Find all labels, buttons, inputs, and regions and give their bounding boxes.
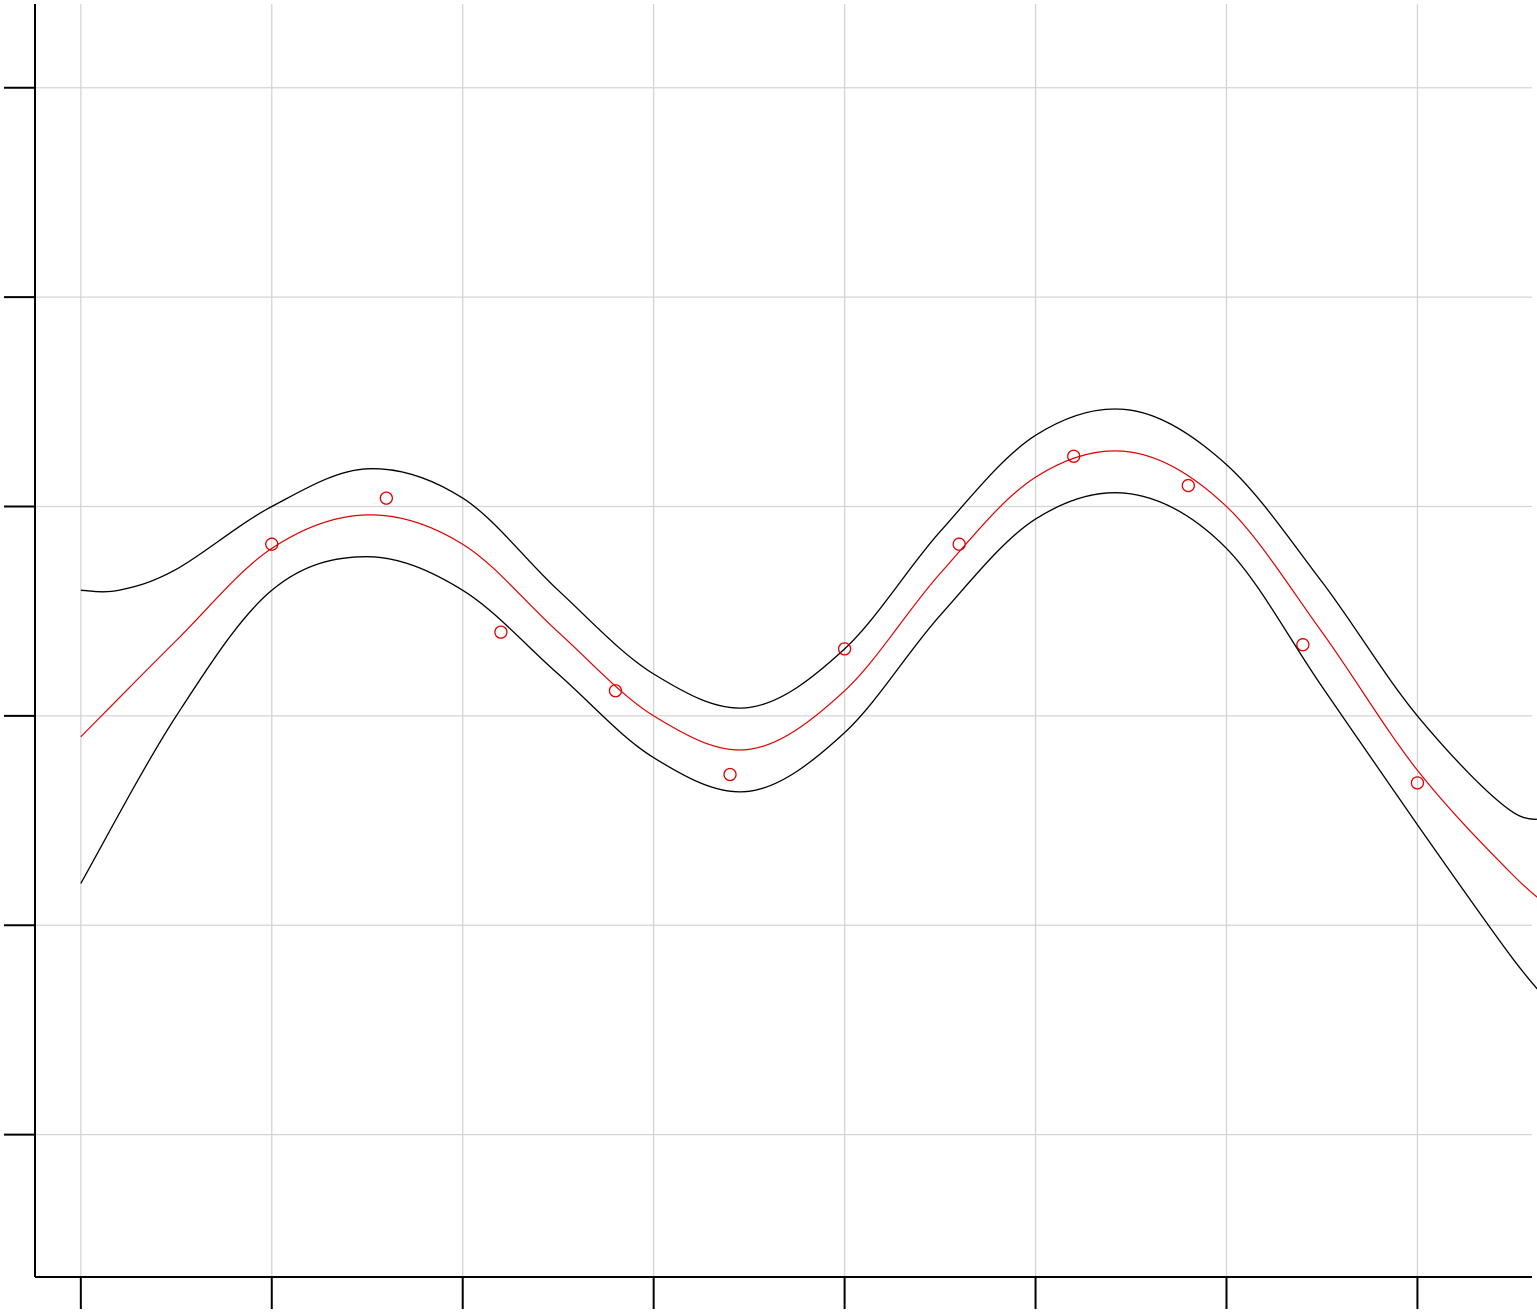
upper-band-line: [80, 408, 1537, 820]
grid: [35, 4, 1532, 1277]
data-point-8: [1181, 478, 1195, 493]
data-point-3: [608, 684, 623, 698]
data-point-0: [265, 537, 279, 551]
axes: [4, 4, 1532, 1309]
data-point-4: [723, 767, 737, 782]
data-point-9: [1296, 638, 1310, 652]
data-points: [265, 449, 1425, 790]
data-point-1: [379, 491, 393, 505]
lower-band-line: [80, 492, 1537, 990]
data-point-2: [494, 625, 508, 639]
fit-line: [80, 450, 1537, 898]
fit-curve: [80, 450, 1537, 898]
data-point-6: [952, 537, 966, 551]
data-point-5: [837, 642, 852, 656]
data-point-10: [1410, 776, 1425, 790]
data-point-7: [1067, 449, 1081, 463]
confidence-bands: [80, 408, 1537, 990]
